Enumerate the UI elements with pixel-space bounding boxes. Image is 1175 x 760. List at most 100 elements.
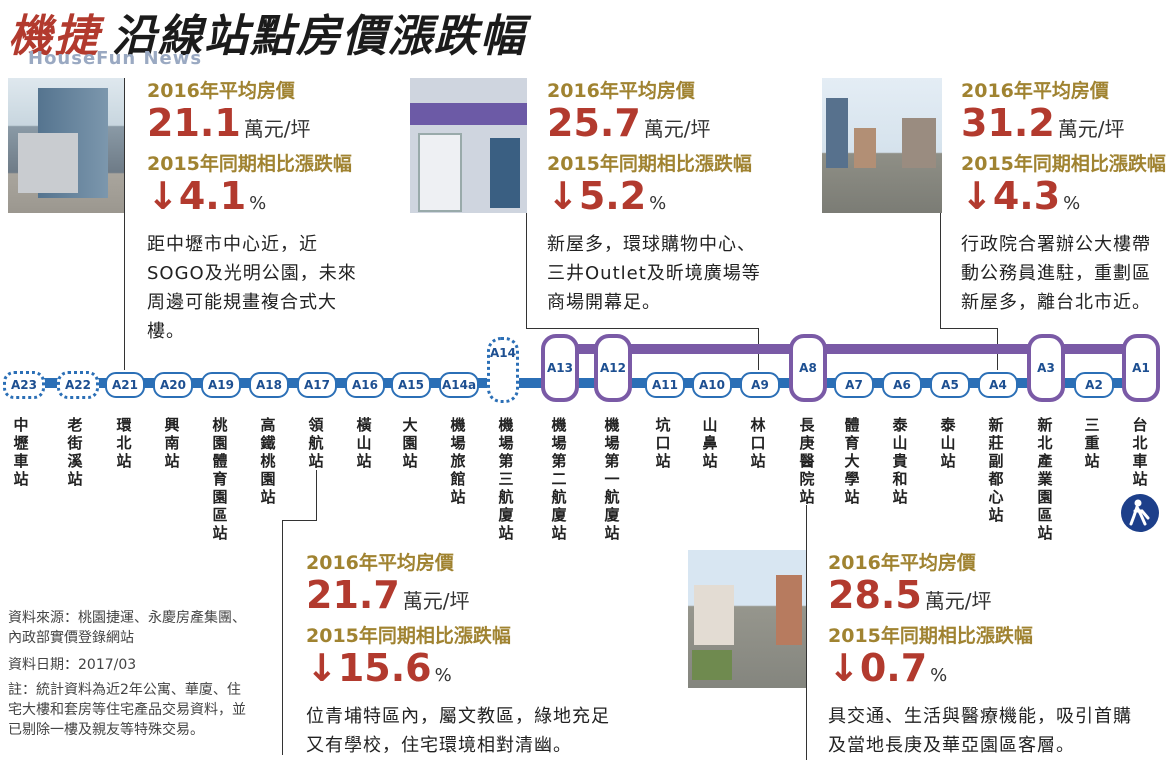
connector-a4-h	[940, 328, 997, 329]
page-title: 機捷 沿線站點房價漲跌幅	[8, 0, 526, 64]
avg-price-label: 2016年平均房價	[961, 80, 1109, 102]
info-block-a4: 2016年平均房價 31.2 萬元/坪 2015年同期相比漲跌幅 ↓4.3% 行政…	[961, 76, 1171, 317]
change-value: ↓4.1%	[147, 176, 367, 224]
station-badge-a2: A2	[1074, 372, 1114, 398]
station-name-a5: 泰山站	[940, 416, 956, 470]
change-number: ↓4.3	[961, 174, 1061, 218]
station-name-a13: 機場第二航廈站	[551, 416, 567, 542]
photo-a8	[688, 550, 806, 688]
connector-a8	[806, 505, 807, 760]
pct-unit: %	[249, 193, 267, 214]
connector-a4-v1	[940, 213, 941, 328]
station-badge-a14: A14	[487, 337, 519, 403]
price-number: 25.7	[547, 101, 641, 145]
avg-price-label: 2016年平均房價	[828, 552, 976, 574]
connector-a9-v1	[526, 213, 527, 328]
source-note: 資料來源：桃園捷運、永慶房產集團、內政部實價登錄網站	[8, 610, 246, 646]
info-block-a9: 2016年平均房價 25.7 萬元/坪 2015年同期相比漲跌幅 ↓5.2% 新屋…	[547, 76, 767, 317]
change-label: 2015年同期相比漲跌幅	[147, 153, 352, 175]
price-number: 31.2	[961, 101, 1055, 145]
title-brand: 機捷	[8, 11, 100, 62]
station-name-a14a: 機場旅館站	[450, 416, 466, 506]
connector-a21	[124, 78, 125, 370]
station-name-a23: 中壢車站	[13, 416, 29, 488]
change-value: ↓0.7%	[828, 648, 1148, 696]
station-name-a10: 山鼻站	[702, 416, 718, 470]
station-badge-a13: A13	[541, 334, 579, 402]
station-badge-a20: A20	[153, 372, 193, 398]
avg-price-value: 21.1 萬元/坪	[147, 103, 367, 149]
station-badge-a18: A18	[249, 372, 289, 398]
price-unit: 萬元/坪	[1057, 117, 1125, 141]
station-name-a16: 橫山站	[356, 416, 372, 470]
description: 具交通、生活與醫療機能，吸引首購及當地長庚及華亞園區客層。	[828, 706, 1132, 756]
avg-price-label: 2016年平均房價	[147, 80, 295, 102]
description: 位青埔特區內，屬文教區，綠地充足又有學校，住宅環境相對清幽。	[306, 706, 610, 756]
route-line-purple	[556, 344, 1141, 354]
connector-a17-v1	[316, 470, 317, 520]
pct-unit: %	[434, 665, 452, 686]
change-number: ↓5.2	[547, 174, 647, 218]
route-line-blue	[18, 378, 1143, 388]
station-name-a22: 老街溪站	[67, 416, 83, 488]
station-name-a20: 興南站	[164, 416, 180, 470]
station-name-a3: 新北產業園區站	[1037, 416, 1053, 542]
description: 距中壢市中心近，近SOGO及光明公園，未來周邊可能規畫複合式大樓。	[147, 234, 357, 342]
change-value: ↓4.3%	[961, 176, 1171, 224]
station-badge-a21: A21	[105, 372, 145, 398]
footnote: 註：統計資料為近2年公寓、華廈、住宅大樓和套房等住宅產品交易資料，並已剔除一樓及…	[8, 682, 246, 738]
station-name-a6: 泰山貴和站	[892, 416, 908, 506]
price-unit: 萬元/坪	[924, 589, 992, 613]
change-number: ↓0.7	[828, 646, 928, 690]
pedestrian-icon	[1121, 494, 1159, 532]
station-name-a9: 林口站	[750, 416, 766, 470]
avg-price-value: 21.7 萬元/坪	[306, 575, 626, 621]
change-label: 2015年同期相比漲跌幅	[306, 625, 511, 647]
price-number: 28.5	[828, 573, 922, 617]
description: 新屋多，環球購物中心、三井Outlet及昕境廣場等商場開幕足。	[547, 234, 761, 313]
station-name-a11: 坑口站	[655, 416, 671, 470]
station-badge-a8: A8	[789, 334, 827, 402]
info-block-a8: 2016年平均房價 28.5 萬元/坪 2015年同期相比漲跌幅 ↓0.7% 具交…	[828, 548, 1148, 760]
change-number: ↓15.6	[306, 646, 432, 690]
title-text: 沿線站點房價漲跌幅	[112, 11, 526, 62]
pct-unit: %	[649, 193, 667, 214]
change-label: 2015年同期相比漲跌幅	[547, 153, 752, 175]
avg-price-value: 28.5 萬元/坪	[828, 575, 1148, 621]
avg-price-label: 2016年平均房價	[306, 552, 454, 574]
change-number: ↓4.1	[147, 174, 247, 218]
info-block-a17: 2016年平均房價 21.7 萬元/坪 2015年同期相比漲跌幅 ↓15.6% 位…	[306, 548, 626, 760]
station-badge-a15: A15	[391, 372, 431, 398]
station-badge-a23: A23	[3, 371, 45, 399]
station-badge-a10: A10	[692, 372, 732, 398]
info-block-a21: 2016年平均房價 21.1 萬元/坪 2015年同期相比漲跌幅 ↓4.1% 距中…	[147, 76, 367, 346]
station-badge-a5: A5	[930, 372, 970, 398]
description: 行政院合署辦公大樓帶動公務員進駐，重劃區新屋多，離台北市近。	[961, 234, 1151, 313]
change-value: ↓15.6%	[306, 648, 626, 696]
station-name-a21: 環北站	[116, 416, 132, 470]
station-badge-a22: A22	[57, 371, 99, 399]
station-name-a18: 高鐵桃園站	[260, 416, 276, 506]
avg-price-label: 2016年平均房價	[547, 80, 695, 102]
station-badge-a6: A6	[882, 372, 922, 398]
connector-a9-h	[526, 328, 758, 329]
station-badge-a11: A11	[645, 372, 685, 398]
station-badge-a14a: A14a	[439, 372, 479, 398]
photo-a4	[822, 78, 942, 213]
station-name-a14: 機場第三航廈站	[498, 416, 514, 542]
station-name-a1: 台北車站	[1132, 416, 1148, 488]
price-number: 21.7	[306, 573, 400, 617]
station-badge-a1: A1	[1122, 334, 1160, 402]
pct-unit: %	[930, 665, 948, 686]
price-number: 21.1	[147, 101, 241, 145]
avg-price-value: 31.2 萬元/坪	[961, 103, 1171, 149]
station-badge-a9: A9	[740, 372, 780, 398]
station-badge-a17: A17	[297, 372, 337, 398]
change-label: 2015年同期相比漲跌幅	[961, 153, 1166, 175]
watermark: HouseFun News	[28, 48, 203, 69]
pct-unit: %	[1063, 193, 1081, 214]
connector-a17-v2	[282, 520, 283, 755]
station-name-a12: 機場第一航廈站	[604, 416, 620, 542]
connector-a17-h	[282, 520, 317, 521]
station-name-a8: 長庚醫院站	[799, 416, 815, 506]
